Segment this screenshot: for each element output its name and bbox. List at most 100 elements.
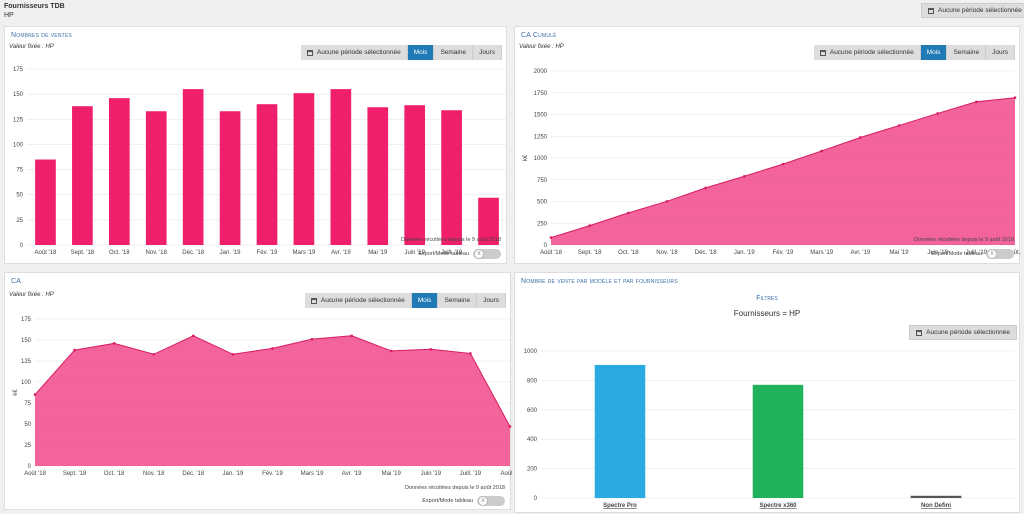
period-none-label: Aucune période sélectionnée xyxy=(316,49,401,56)
data-point xyxy=(743,174,746,178)
data-point xyxy=(33,393,37,396)
y-tick-label: 500 xyxy=(537,200,548,206)
x-tick-label: Août ... xyxy=(500,471,512,477)
x-tick-label: Sept. '18 xyxy=(71,250,95,256)
period-none-label: Aucune période sélectionnée xyxy=(320,297,405,304)
y-tick-label: 25 xyxy=(24,443,31,449)
y-tick-label: 50 xyxy=(24,422,31,428)
data-point xyxy=(627,211,630,215)
data-point xyxy=(389,349,393,353)
page-subtitle: HP xyxy=(4,12,14,19)
bar xyxy=(404,105,426,245)
tab-week[interactable]: Semaine xyxy=(947,45,987,60)
bar xyxy=(293,93,315,245)
x-tick-label: Nov. '18 xyxy=(143,471,165,477)
period-none-button[interactable]: Aucune période sélectionnée xyxy=(300,45,408,60)
x-tick-label: Juill. '19 xyxy=(460,471,482,477)
tab-month[interactable]: Mois xyxy=(920,45,948,60)
calendar-icon xyxy=(306,49,313,56)
data-point xyxy=(549,236,553,239)
x-tick-label: Août '18 xyxy=(24,471,46,477)
x-tick-label: Mars '19 xyxy=(293,250,316,256)
x-tick-label: Fév. '19 xyxy=(773,250,794,256)
data-point xyxy=(310,337,314,341)
data-point xyxy=(975,100,978,104)
export-toggle[interactable]: X xyxy=(477,496,505,506)
y-tick-label: 75 xyxy=(24,401,31,407)
model-period-button[interactable]: Aucune période sélectionnée xyxy=(909,325,1017,340)
tab-day[interactable]: Jours xyxy=(477,293,506,308)
y-tick-label: 175 xyxy=(21,317,32,323)
bar xyxy=(330,89,352,245)
tab-week[interactable]: Semaine xyxy=(434,45,474,60)
global-period-button[interactable]: Aucune période sélectionnée xyxy=(921,3,1024,18)
y-tick-label: 0 xyxy=(20,243,24,249)
y-tick-label: 150 xyxy=(21,338,32,344)
x-tick-label: Mai '19 xyxy=(382,471,402,477)
data-point xyxy=(73,348,76,352)
bar xyxy=(910,495,962,498)
data-point xyxy=(704,186,707,190)
export-toggle[interactable]: X xyxy=(986,249,1014,259)
x-tick-label: Juin '19 xyxy=(404,250,425,256)
data-point xyxy=(820,149,823,153)
period-none-button[interactable]: Aucune période sélectionnée xyxy=(813,45,921,60)
x-tick-label: Nov. '18 xyxy=(656,250,678,256)
period-tabs: Aucune période sélectionnée Mois Semaine… xyxy=(813,45,1015,60)
data-point xyxy=(508,425,512,428)
bar xyxy=(145,111,167,245)
y-tick-label: 50 xyxy=(16,193,23,199)
data-point xyxy=(781,162,785,166)
ca-cumul-area-chart: 0 250 500 750 1000 1250 1500 1750 2000 k€ Août '18… xyxy=(523,69,1021,256)
data-point xyxy=(152,352,156,356)
x-tick-label: Oct. '18 xyxy=(618,250,639,256)
x-tick-label: Oct. '18 xyxy=(104,471,125,477)
period-none-label: Aucune période sélectionnée xyxy=(829,49,914,56)
tab-month[interactable]: Mois xyxy=(411,293,439,308)
export-control: Export/Mode tableau X xyxy=(422,496,505,506)
x-tick-label: Jan. '19 xyxy=(220,250,241,256)
x-tick-label[interactable]: Spectre x360 xyxy=(759,503,797,509)
period-tabs: Aucune période sélectionnée Mois Semaine… xyxy=(300,45,502,60)
y-tick-label: 0 xyxy=(28,464,32,470)
panel-title: Nombres de ventes xyxy=(11,32,72,39)
data-point xyxy=(936,112,939,115)
tab-month[interactable]: Mois xyxy=(407,45,435,60)
bar xyxy=(219,111,241,245)
page-title: Fournisseurs TDB xyxy=(4,3,65,10)
y-tick-label: 250 xyxy=(537,221,548,227)
period-none-button[interactable]: Aucune période sélectionnée xyxy=(304,293,412,308)
y-tick-label: 2000 xyxy=(534,69,548,75)
x-tick-label[interactable]: Non Defini xyxy=(921,503,951,509)
y-tick-label: 600 xyxy=(527,408,538,414)
ca-area-chart: 0 25 50 75 100 125 150 175 k€ Août '18 Sept. '18 Oc… xyxy=(13,317,512,477)
x-tick-label: Sept. '18 xyxy=(578,250,602,256)
x-tick-label: Juin '19 xyxy=(421,471,442,477)
bar xyxy=(367,107,389,245)
data-footnote: Données récoltées depuis le 9 août 2018 xyxy=(401,237,501,243)
tab-day[interactable]: Jours xyxy=(473,45,502,60)
tab-day[interactable]: Jours xyxy=(986,45,1015,60)
x-tick-label: Déc. '18 xyxy=(182,250,204,256)
data-point xyxy=(1013,96,1017,100)
tab-week[interactable]: Semaine xyxy=(438,293,478,308)
toggle-knob: X xyxy=(474,249,484,259)
export-control: Export/Mode tableau X xyxy=(931,249,1014,259)
panel-ca-cumul: CA Cumulé Valeur fixée : HP Aucune pério… xyxy=(514,26,1021,264)
x-tick-label: Août '18 xyxy=(540,250,562,256)
y-axis-label: k€ xyxy=(13,389,19,396)
x-tick-label: Avr. '19 xyxy=(342,471,362,477)
bar xyxy=(441,110,462,245)
calendar-icon xyxy=(310,297,317,304)
bar xyxy=(108,98,130,245)
x-tick-label: Juin '19 xyxy=(927,250,948,256)
x-tick-label: Jan. '19 xyxy=(734,250,755,256)
bar xyxy=(72,106,93,245)
bar xyxy=(478,197,499,245)
x-tick-label[interactable]: Spectre Pro xyxy=(603,503,637,509)
data-point xyxy=(192,334,195,338)
x-tick-label: Mai '19 xyxy=(368,250,388,256)
export-toggle[interactable]: X xyxy=(473,249,501,259)
x-tick-label: Mai '19 xyxy=(889,250,909,256)
panel-ca: CA Valeur fixée : HP Aucune période séle… xyxy=(4,272,512,510)
